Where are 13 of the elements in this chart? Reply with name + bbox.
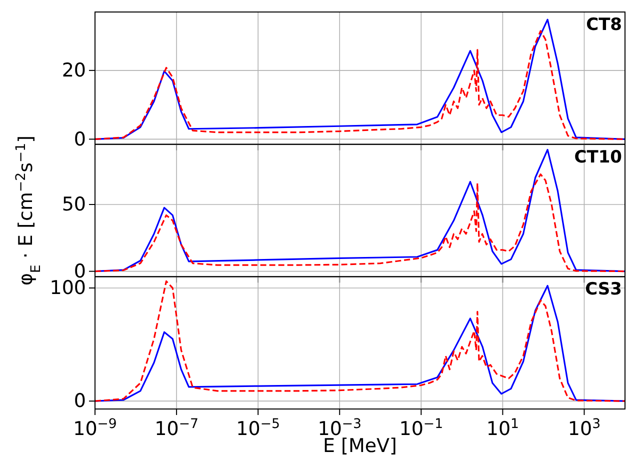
x-tick-label: 10$^{3}$ [568, 416, 601, 440]
y-tick-label: 0 [74, 128, 86, 150]
x-tick-label: 10$^{1}$ [486, 416, 520, 440]
annotation: CS3 [585, 280, 622, 300]
x-tick-label: 10$^{−9}$ [73, 416, 117, 440]
y-tick-label: 50 [62, 194, 86, 216]
annotation: CT8 [586, 15, 622, 35]
y-tick-label: 20 [62, 60, 86, 82]
x-tick-label: 10$^{−1}$ [399, 416, 444, 440]
x-tick-label: 10$^{−7}$ [154, 416, 198, 440]
y-tick-label: 0 [74, 390, 86, 412]
annotation: CT10 [574, 147, 622, 168]
x-tick-label: 10$^{−5}$ [236, 416, 280, 440]
